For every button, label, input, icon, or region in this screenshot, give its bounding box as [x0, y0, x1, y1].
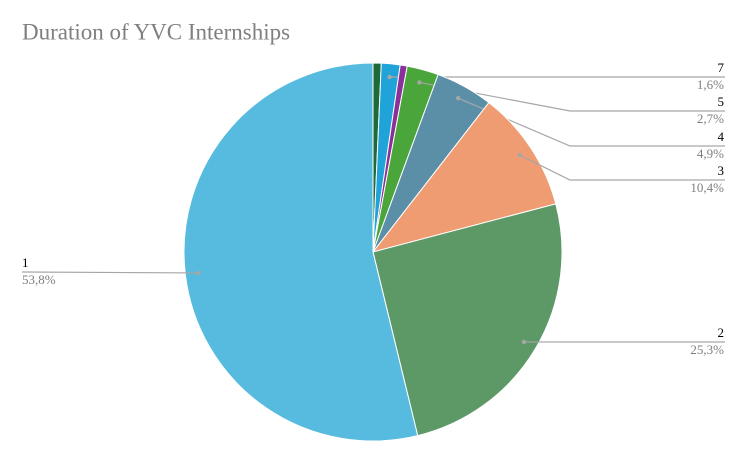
slice-label: 4 [718, 129, 725, 144]
leader-dot [521, 339, 527, 345]
leader-dot [387, 74, 392, 80]
slice-value-label: 53,8% [22, 272, 56, 287]
slice-label: 2 [718, 325, 725, 340]
slice-label: 5 [718, 94, 725, 109]
pie-slice [371, 101, 557, 253]
slice-value-label: 2,7% [697, 111, 724, 126]
chart-title: Duration of YVC Internships [22, 19, 290, 44]
leader-line [21, 271, 199, 274]
leader-dot [455, 96, 461, 101]
leader-dot [196, 270, 201, 276]
leader-line [519, 154, 725, 181]
leader-dot [417, 80, 422, 85]
slice-value-label: 10,4% [690, 180, 724, 195]
pie-slice [183, 62, 419, 442]
slice-value-label: 4,9% [697, 146, 724, 161]
slice-value-label: 25,3% [690, 342, 724, 357]
slice-label: 7 [718, 60, 725, 75]
slice-label: 1 [22, 255, 29, 270]
slice-value-label: 1,6% [697, 77, 724, 92]
slice-label: 3 [718, 163, 725, 178]
pie-slice [372, 203, 563, 437]
leader-dot [517, 152, 522, 158]
